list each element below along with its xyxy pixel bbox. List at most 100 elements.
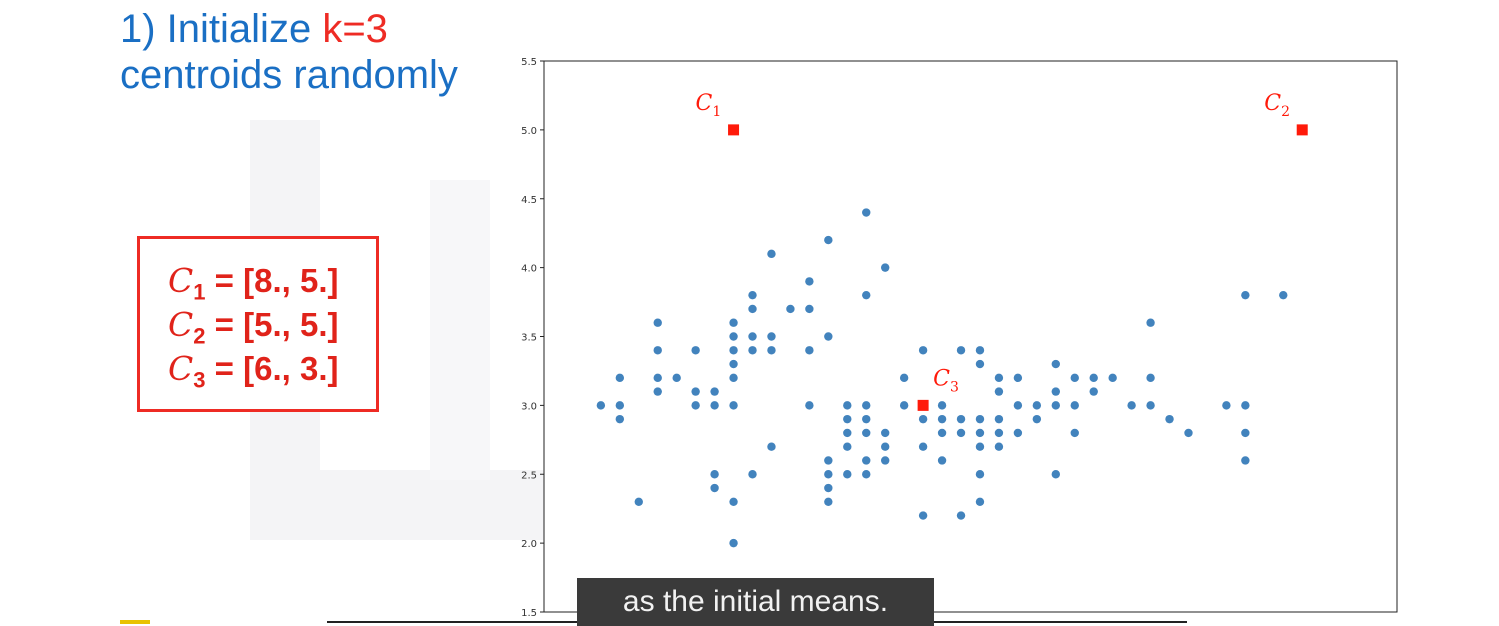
data-point [1032, 414, 1042, 424]
data-point [691, 387, 700, 396]
data-point [975, 442, 985, 451]
data-point [1070, 401, 1079, 410]
data-point [918, 442, 928, 451]
data-point [767, 346, 776, 355]
data-point [767, 249, 776, 259]
data-point [1241, 290, 1250, 300]
centroid-1-value: = [8., 5.] [214, 262, 339, 299]
data-point [767, 442, 776, 451]
data-point [994, 387, 1004, 396]
y-tick-label: 2.0 [521, 539, 537, 550]
centroid-label-2: C2 [1264, 91, 1290, 120]
data-point [653, 373, 662, 383]
y-tick-label: 3.0 [521, 401, 537, 412]
data-point [634, 497, 643, 506]
data-point [862, 428, 871, 438]
data-point [1108, 373, 1117, 383]
data-point [918, 414, 928, 424]
data-point [975, 359, 985, 369]
centroid-3-name: C [168, 349, 194, 388]
data-point [767, 332, 776, 341]
centroid-line-1: C1 = [8., 5.] [168, 261, 338, 306]
y-tick-label: 4.5 [521, 195, 537, 206]
data-point [956, 428, 966, 438]
centroid-line-3: C3 = [6., 3.] [168, 349, 338, 394]
data-point [1241, 456, 1250, 465]
data-point [710, 401, 719, 410]
centroid-label-3: C3 [933, 366, 959, 395]
data-point [615, 414, 625, 424]
y-tick-label: 1.5 [521, 608, 537, 619]
data-point [824, 483, 833, 493]
data-point [1146, 373, 1155, 383]
data-point [710, 470, 719, 479]
data-point [937, 401, 947, 410]
centroid-label-subscript: 2 [1281, 104, 1290, 120]
data-point [1070, 428, 1079, 438]
data-point [805, 346, 814, 355]
centroid-3-sub: 3 [193, 367, 206, 393]
data-point [975, 346, 985, 355]
data-point [843, 414, 852, 424]
data-point [824, 470, 833, 479]
data-point [748, 332, 757, 341]
data-point [1127, 401, 1136, 410]
centroid-label-subscript: 1 [712, 104, 721, 120]
data-point [1089, 373, 1098, 383]
data-point [1089, 387, 1098, 396]
y-tick-label: 4.0 [521, 264, 537, 275]
data-point [805, 401, 814, 410]
data-point [862, 414, 871, 424]
data-point [843, 428, 852, 438]
centroid-line-2: C2 = [5., 5.] [168, 305, 338, 350]
data-point [975, 470, 985, 479]
data-point [899, 373, 909, 383]
centroid-label-letter: C [696, 91, 713, 116]
title-line2: centroids randomly [120, 53, 458, 97]
data-point [1013, 428, 1023, 438]
data-point [1146, 401, 1155, 410]
data-point [729, 401, 738, 410]
data-point [729, 538, 738, 548]
data-point [824, 497, 833, 506]
centroid-label-letter: C [933, 366, 950, 391]
data-point [994, 442, 1004, 451]
data-point [824, 235, 833, 245]
data-point [881, 428, 890, 438]
data-point [748, 470, 757, 479]
data-point [729, 359, 738, 369]
centroid-label-1: C1 [696, 91, 722, 120]
data-point [1051, 387, 1060, 396]
data-point [691, 401, 700, 410]
y-tick-label: 5.0 [521, 126, 537, 137]
data-point [653, 387, 662, 396]
data-point [1013, 373, 1023, 383]
data-point [615, 401, 625, 410]
data-point [937, 456, 947, 465]
y-tick-label: 2.5 [521, 470, 537, 481]
data-point [881, 263, 890, 272]
data-point [729, 497, 738, 506]
data-point [653, 346, 662, 355]
data-point [975, 414, 985, 424]
data-point [862, 470, 871, 479]
data-point [824, 332, 833, 341]
data-point [748, 304, 757, 314]
data-point [1184, 428, 1193, 438]
data-point [918, 346, 928, 355]
data-point [1013, 401, 1023, 410]
data-point [899, 401, 909, 410]
data-point [1051, 359, 1060, 369]
centroid-1-sub: 1 [193, 279, 206, 305]
data-point [975, 428, 985, 438]
yellow-footer-mark [120, 620, 150, 624]
plot-area-frame [543, 60, 1398, 613]
data-point [1165, 414, 1174, 424]
data-point [653, 318, 662, 327]
title-prefix: 1) Initialize [120, 7, 323, 51]
data-point [937, 428, 947, 438]
data-point [843, 401, 852, 410]
data-point [975, 497, 985, 506]
data-point [1222, 401, 1231, 410]
